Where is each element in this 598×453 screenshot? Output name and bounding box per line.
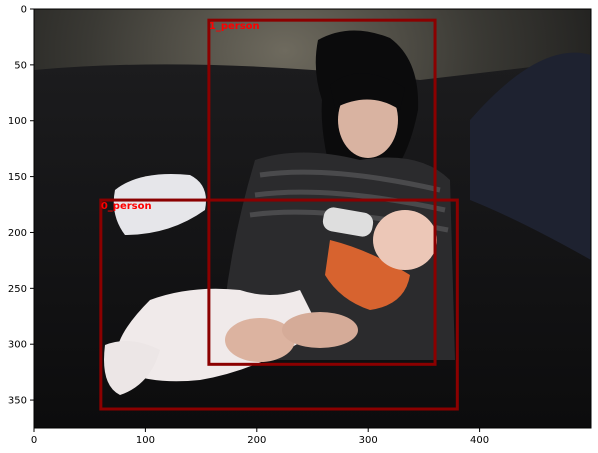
x-tick-label: 400 <box>470 435 489 446</box>
x-tick-label: 200 <box>247 435 266 446</box>
x-tick-label: 100 <box>136 435 155 446</box>
y-tick-label: 50 <box>14 60 27 71</box>
detection-label: 0_person <box>101 201 152 212</box>
x-tick-label: 0 <box>31 435 37 446</box>
y-tick-label: 150 <box>8 172 27 183</box>
detection-box <box>207 18 437 366</box>
y-tick-label: 300 <box>8 340 27 351</box>
detection-label: 1_person <box>209 21 260 32</box>
y-tick-label: 250 <box>8 284 27 295</box>
y-tick-label: 200 <box>8 228 27 239</box>
detection-overlay: 1_person 0_person <box>99 18 459 411</box>
axes-frame <box>33 8 592 429</box>
y-tick-label: 100 <box>8 116 27 127</box>
y-tick-label: 350 <box>8 396 27 407</box>
photo <box>34 9 591 428</box>
axis-ticks: 0 100 200 300 400 0 50 100 150 200 250 300 350 <box>8 5 489 447</box>
detection-box <box>99 198 459 411</box>
y-tick-label: 0 <box>21 5 27 16</box>
x-tick-label: 300 <box>359 435 378 446</box>
